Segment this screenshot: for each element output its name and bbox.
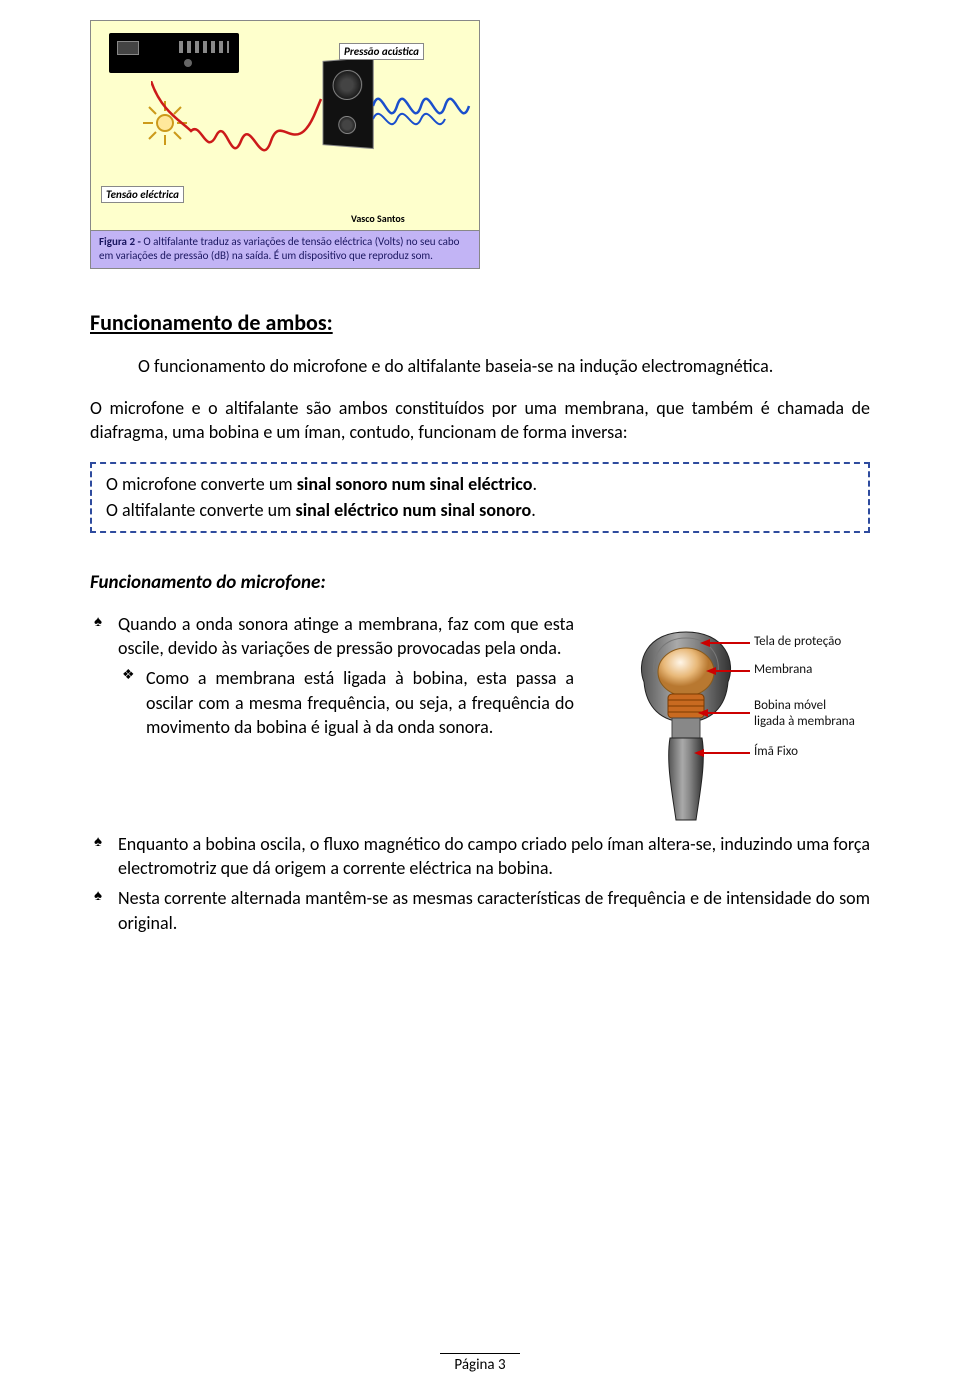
paragraph-2: O microfone e o altifalante são ambos co… (90, 396, 870, 445)
section-title: Funcionamento de ambos: (90, 309, 870, 336)
figure-2: Pressão acústica Tensão eléctrica Vasco … (90, 20, 480, 269)
arrow-bobina (706, 712, 750, 714)
callout-box: O microfone converte um sinal sonoro num… (90, 462, 870, 532)
label-bobina-2: ligada à membrana (754, 714, 855, 729)
figure-diagram: Pressão acústica Tensão eléctrica Vasco … (91, 21, 479, 231)
speaker-shape (323, 57, 374, 149)
mic-bullet-3: Nesta corrente alternada mantêm-se as me… (90, 886, 870, 935)
label-tela: Tela de proteção (754, 634, 841, 649)
label-membrana: Membrana (754, 662, 812, 677)
mic-body-svg (626, 622, 746, 822)
figure-caption-text: O altifalante traduz as variações de ten… (99, 235, 459, 262)
label-iman: Ímã Fixo (754, 744, 798, 759)
paragraph-1: O funcionamento do microfone e do altifa… (90, 354, 870, 378)
arrow-membrana (714, 670, 750, 672)
callout-2c: . (531, 499, 536, 521)
callout-1c: . (532, 473, 537, 495)
arrow-iman (702, 752, 750, 754)
wire-red (151, 81, 331, 181)
label-tensao: Tensão eléctrica (101, 186, 184, 203)
mic-text-column: Quando a onda sonora atinge a membrana, … (90, 612, 574, 745)
footer-number: 3 (498, 1356, 506, 1374)
figure-caption-bold: Figura 2 - (99, 235, 143, 248)
amplifier-shape (109, 33, 239, 73)
callout-1b: sinal sonoro num sinal eléctrico (297, 473, 533, 495)
mic-bullets-continued: Enquanto a bobina oscila, o fluxo magnét… (90, 832, 870, 935)
callout-2b: sinal eléctrico num sinal sonoro (296, 499, 532, 521)
footer-label: Página (454, 1356, 498, 1374)
label-pressao: Pressão acústica (339, 43, 424, 60)
mic-sub-bullet: Como a membrana está ligada à bobina, es… (90, 666, 574, 739)
figure-caption: Figura 2 - O altifalante traduz as varia… (91, 231, 479, 268)
callout-line-2: O altifalante converte um sinal eléctric… (106, 498, 854, 523)
mic-diagram: Tela de proteção Membrana Bobina móvel l… (590, 612, 870, 832)
page-footer: Página 3 (440, 1353, 520, 1374)
callout-line-1: O microfone converte um sinal sonoro num… (106, 472, 854, 497)
mic-subhead: Funcionamento do microfone: (90, 571, 870, 594)
wave-blue (373, 71, 473, 141)
label-bobina-1: Bobina móvel (754, 698, 826, 713)
callout-1a: O microfone converte um (106, 473, 297, 495)
footer-rule (440, 1353, 520, 1354)
label-author: Vasco Santos (347, 211, 409, 226)
callout-2a: O altifalante converte um (106, 499, 296, 521)
mic-bullet-1: Quando a onda sonora atinge a membrana, … (90, 612, 574, 661)
mic-bullet-2: Enquanto a bobina oscila, o fluxo magnét… (90, 832, 870, 881)
mic-content-row: Quando a onda sonora atinge a membrana, … (90, 612, 870, 832)
arrow-tela (708, 642, 750, 644)
